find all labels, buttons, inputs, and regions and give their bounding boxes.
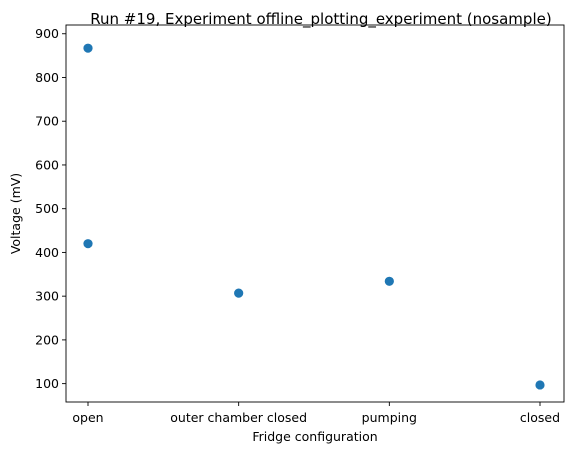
data-point (83, 239, 93, 249)
y-tick-label: 400 (35, 245, 59, 260)
data-point (535, 380, 545, 390)
data-point (234, 288, 244, 298)
y-tick-label: 900 (35, 26, 59, 41)
y-tick-label: 100 (35, 376, 59, 391)
y-tick-label: 700 (35, 114, 59, 129)
y-axis-label: Voltage (mV) (8, 173, 23, 254)
x-axis-label: Fridge configuration (252, 429, 377, 444)
y-tick-label: 600 (35, 157, 59, 172)
x-tick-label: pumping (362, 410, 417, 425)
x-tick-label: open (72, 410, 103, 425)
y-axis: 100 200 300 400 500 600 700 800 900 (35, 26, 66, 391)
data-points (83, 43, 545, 390)
chart-title: Run #19, Experiment offline_plotting_exp… (90, 10, 551, 29)
y-tick-label: 200 (35, 332, 59, 347)
y-tick-label: 500 (35, 201, 59, 216)
x-axis: open outer chamber closed pumping closed (72, 402, 560, 425)
x-tick-label: outer chamber closed (170, 410, 307, 425)
plot-area (65, 24, 565, 403)
x-tick-label: closed (520, 410, 560, 425)
data-point (384, 276, 394, 286)
data-point (83, 43, 93, 53)
y-tick-label: 300 (35, 289, 59, 304)
y-tick-label: 800 (35, 70, 59, 85)
